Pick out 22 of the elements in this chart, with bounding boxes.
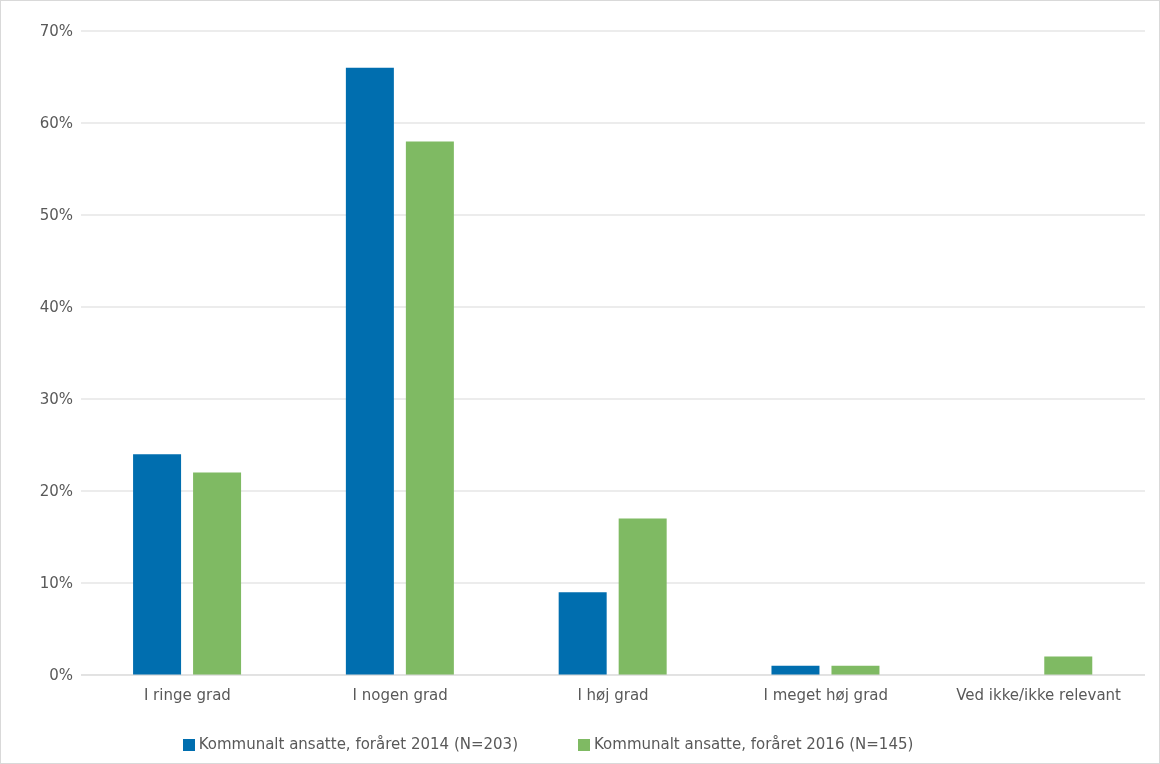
y-tick-label: 30%: [39, 390, 73, 409]
x-tick-label: I ringe grad: [143, 685, 231, 704]
legend-label: Kommunalt ansatte, foråret 2014 (N=203): [198, 735, 518, 753]
y-tick-label: 10%: [39, 574, 73, 593]
bar: [405, 141, 454, 675]
y-tick-label: 20%: [39, 482, 73, 501]
bar: [133, 454, 182, 675]
bar: [345, 67, 394, 675]
x-tick-label: I nogen grad: [352, 685, 448, 704]
y-tick-label: 50%: [39, 206, 73, 225]
y-tick-label: 70%: [39, 22, 73, 41]
y-tick-label: 40%: [39, 298, 73, 317]
x-tick-label: I meget høj grad: [763, 685, 889, 704]
legend-label: Kommunalt ansatte, foråret 2016 (N=145): [594, 735, 914, 753]
x-tick-label: I høj grad: [577, 685, 649, 704]
bar: [618, 518, 667, 675]
y-tick-label: 60%: [39, 114, 73, 133]
bar: [193, 472, 242, 675]
bar: [1044, 656, 1093, 675]
bar: [558, 592, 607, 675]
y-tick-label: 0%: [49, 666, 73, 685]
x-tick-label: Ved ikke/ikke relevant: [956, 685, 1122, 704]
